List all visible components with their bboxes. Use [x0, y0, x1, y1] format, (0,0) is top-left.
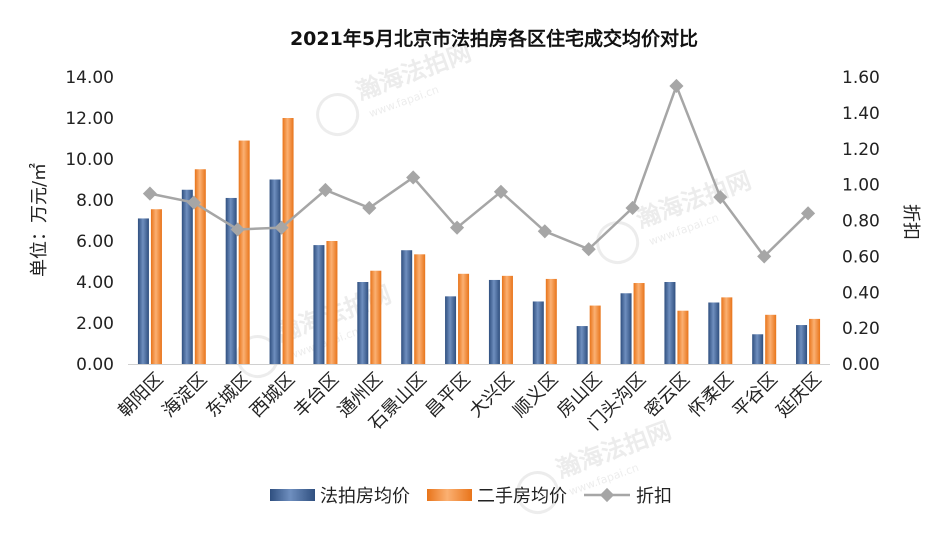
bar-auction-price	[269, 179, 281, 364]
bar-resale-price	[545, 278, 557, 364]
y-axis-label-left: 单位：万元/㎡	[28, 163, 50, 277]
left-axis: 0.00 2.00 4.00 6.00 8.00 10.00 12.00 14.00	[65, 68, 114, 375]
y-tick-label-left: 10.00	[65, 150, 114, 170]
bar-auction-price	[664, 282, 676, 364]
discount-marker	[537, 224, 552, 239]
watermark-logo	[596, 221, 640, 265]
discount-marker	[406, 170, 421, 185]
legend-swatch-discount-marker	[599, 487, 615, 503]
discount-marker	[449, 220, 465, 235]
y-tick-label-right: 1.00	[842, 176, 880, 196]
x-tick-label: 昌平区	[422, 369, 475, 422]
discount-marker	[669, 78, 684, 94]
y-tick-label-right: 1.20	[842, 140, 880, 160]
bar-resale-price	[721, 297, 733, 364]
bar-auction-price	[576, 326, 588, 364]
legend-label-resale: 二手房均价	[477, 486, 567, 507]
bar-resale-price	[809, 318, 821, 364]
y-tick-label-right: 0.20	[842, 319, 880, 339]
y-tick-label-right: 0.80	[842, 212, 880, 232]
bar-auction-price	[752, 334, 764, 364]
legend-swatch-auction	[270, 489, 315, 501]
discount-marker	[757, 249, 772, 264]
discount-marker	[800, 206, 816, 221]
bar-auction-price	[488, 279, 500, 364]
bar-resale-price	[765, 314, 777, 364]
bar-auction-price	[357, 282, 369, 364]
discount-marker	[274, 220, 289, 235]
x-tick-label: 大兴区	[465, 369, 518, 422]
x-tick-label: 朝阳区	[114, 369, 167, 422]
watermark-logo	[516, 471, 560, 515]
x-tick-label: 怀柔区	[685, 369, 738, 422]
y-tick-label-left: 8.00	[76, 191, 114, 211]
x-tick-label: 丰台区	[290, 369, 343, 422]
bar-auction-price	[225, 197, 237, 364]
bar-resale-price	[633, 283, 645, 364]
y-tick-label-right: 1.60	[842, 68, 880, 88]
discount-line-layer	[142, 78, 816, 264]
discount-marker	[581, 242, 596, 257]
bar-auction-price	[796, 325, 808, 364]
bars-layer	[137, 118, 821, 364]
x-tick-label: 顺义区	[509, 369, 562, 422]
bar-auction-price	[313, 245, 325, 364]
bar-resale-price	[326, 241, 338, 364]
y-axis-label-right: 折扣	[900, 204, 921, 240]
y-tick-label-left: 12.00	[65, 109, 114, 129]
bar-resale-price	[458, 273, 470, 364]
watermark-layer: 瀚海法拍网www.fapai.cn瀚海法拍网www.fapai.cn瀚海法拍网w…	[236, 38, 755, 515]
bar-auction-price	[708, 302, 720, 364]
y-tick-label-left: 6.00	[76, 232, 114, 252]
y-tick-label-left: 0.00	[76, 355, 114, 375]
discount-marker	[713, 190, 728, 205]
bar-resale-price	[238, 140, 250, 364]
chart-title: 2021年5月北京市法拍房各区住宅成交均价对比	[290, 27, 698, 50]
x-tick-label: 密云区	[641, 369, 694, 422]
y-tick-label-left: 2.00	[76, 314, 114, 334]
bar-resale-price	[194, 169, 206, 364]
discount-marker	[493, 184, 509, 199]
legend-label-discount: 折扣	[636, 486, 672, 507]
watermark-logo	[316, 93, 360, 137]
x-tick-label: 平谷区	[729, 369, 782, 422]
discount-marker	[142, 186, 158, 201]
discount-marker	[362, 200, 377, 216]
y-tick-label-left: 14.00	[65, 68, 114, 88]
bar-auction-price	[620, 293, 632, 364]
bar-resale-price	[414, 254, 426, 364]
bar-resale-price	[677, 310, 689, 364]
y-tick-label-left: 4.00	[76, 273, 114, 293]
y-tick-label-right: 0.00	[842, 355, 880, 375]
y-tick-label-right: 0.40	[842, 283, 880, 303]
legend: 法拍房均价 二手房均价 折扣	[270, 486, 672, 507]
discount-marker	[186, 195, 201, 210]
legend-label-auction: 法拍房均价	[320, 486, 410, 507]
x-tick-label: 延庆区	[773, 369, 826, 422]
bar-auction-price	[181, 189, 193, 364]
legend-swatch-resale	[427, 489, 472, 501]
bar-auction-price	[445, 296, 457, 364]
bar-resale-price	[370, 270, 382, 364]
right-axis: 0.00 0.20 0.40 0.60 0.80 1.00 1.20 1.40 1.60	[842, 68, 880, 375]
bar-auction-price	[401, 250, 413, 364]
discount-marker	[230, 222, 245, 237]
discount-marker	[318, 182, 333, 198]
discount-line	[149, 82, 809, 259]
bar-auction-price	[137, 218, 149, 364]
x-tick-label: 东城区	[202, 369, 255, 422]
y-tick-label-right: 1.40	[842, 104, 880, 124]
bar-resale-price	[501, 275, 513, 364]
bar-resale-price	[282, 118, 294, 364]
bar-resale-price	[150, 209, 162, 364]
x-tick-label: 海淀区	[158, 369, 211, 422]
x-axis: 朝阳区海淀区东城区西城区丰台区通州区石景山区昌平区大兴区顺义区房山区门头沟区密云…	[114, 364, 830, 434]
bar-resale-price	[589, 305, 601, 364]
discount-marker	[625, 200, 640, 216]
bar-auction-price	[532, 301, 544, 364]
y-tick-label-right: 0.60	[842, 247, 880, 267]
